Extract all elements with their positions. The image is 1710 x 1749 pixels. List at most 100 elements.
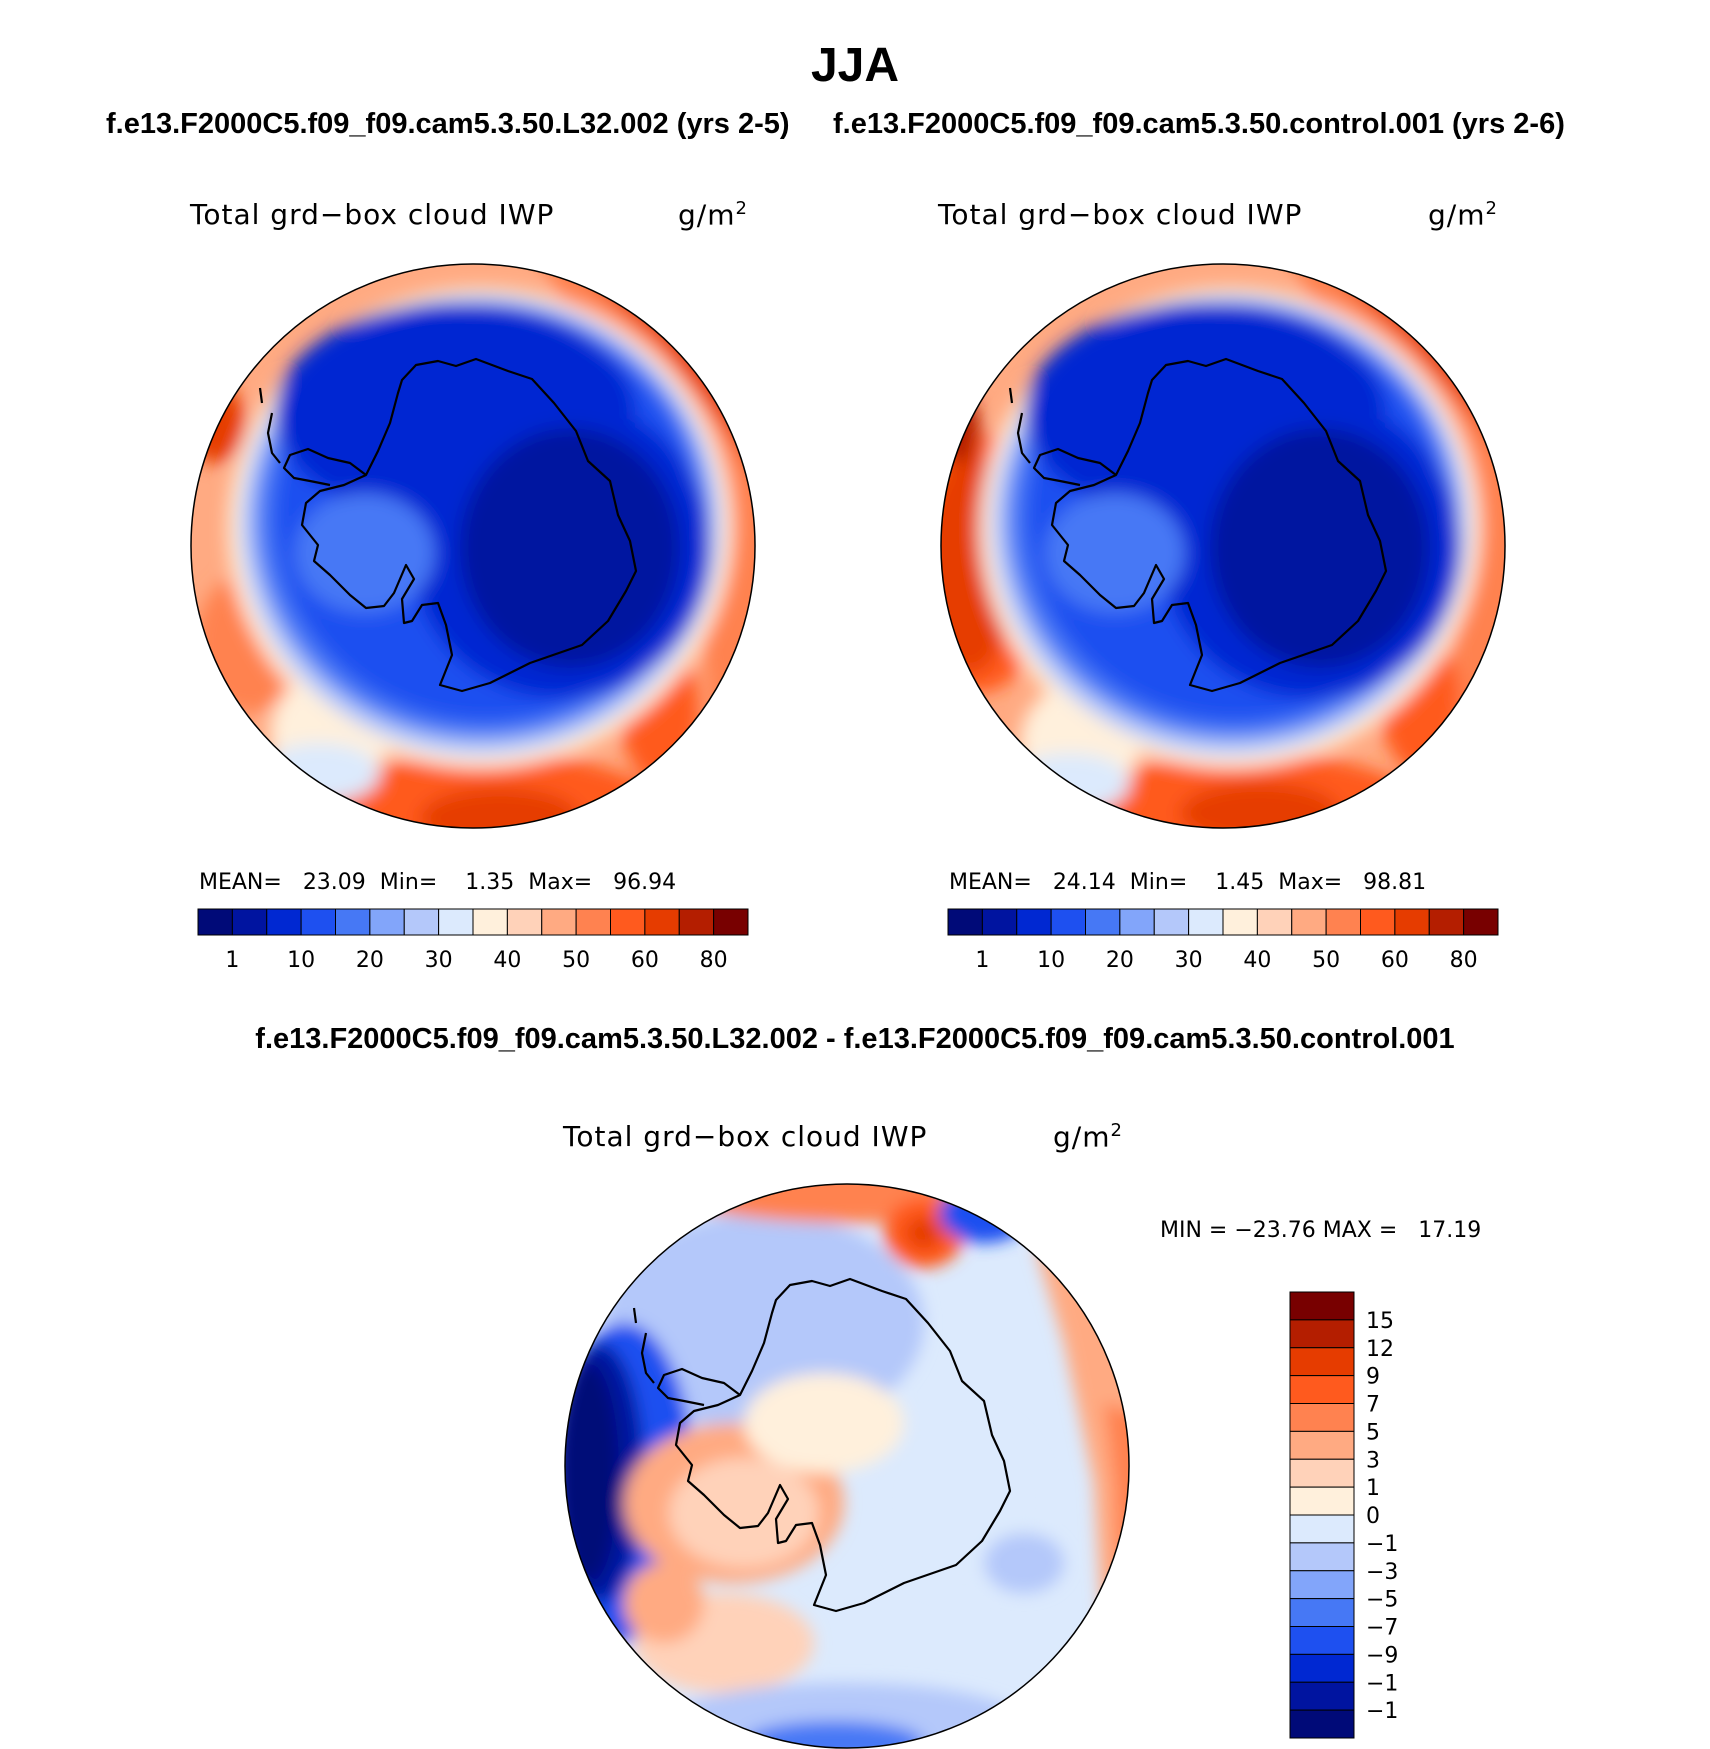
right-colorbar-box <box>1463 908 1499 936</box>
right-colorbar-box <box>1394 908 1430 936</box>
left-colorbar-box <box>713 908 749 936</box>
diff-colorbar-label: −1 <box>1366 1532 1398 1557</box>
diff-colorbar-label: 3 <box>1366 1448 1380 1473</box>
left-colorbar-box <box>644 908 680 936</box>
left-colorbar-box <box>472 908 508 936</box>
diff-colorbar-box <box>1289 1514 1355 1544</box>
right-case-title: f.e13.F2000C5.f09_f09.cam5.3.50.control.… <box>833 108 1565 140</box>
diff-map-field <box>565 1184 1129 1748</box>
diff-minmax: MIN = −23.76 MAX = 17.19 <box>1160 1218 1482 1243</box>
diff-colorbar-box <box>1289 1291 1355 1321</box>
diff-colorbar-box <box>1289 1347 1355 1377</box>
left-units-label: g/m2 <box>678 198 748 232</box>
right-colorbar-box <box>981 908 1018 936</box>
right-colorbar-box <box>1256 908 1293 936</box>
diff-colorbar-label: 0 <box>1366 1504 1380 1529</box>
left-colorbar-box <box>506 908 543 936</box>
right-colorbar-box <box>1085 908 1121 936</box>
left-colorbar-box <box>403 908 440 936</box>
diff-colorbar-label: −12 <box>1366 1671 1398 1696</box>
diff-colorbar-label: −15 <box>1366 1699 1398 1724</box>
left-colorbar-label: 80 <box>700 948 728 973</box>
right-colorbar-box <box>1050 908 1086 936</box>
diff-colorbar-box <box>1289 1681 1355 1711</box>
right-colorbar-box <box>1016 908 1052 936</box>
left-stats: MEAN= 23.09 Min= 1.35 Max= 96.94 <box>199 870 677 895</box>
diff-colorbar-label: 1 <box>1366 1476 1380 1501</box>
difference-title: f.e13.F2000C5.f09_f09.cam5.3.50.L32.002 … <box>255 1023 1455 1055</box>
left-colorbar-label: 20 <box>356 948 384 973</box>
diff-colorbar-box <box>1289 1403 1355 1432</box>
left-colorbar-box <box>231 908 268 936</box>
left-colorbar-label: 60 <box>631 948 659 973</box>
right-colorbar-box <box>1325 908 1361 936</box>
diff-colorbar-box <box>1289 1542 1355 1572</box>
diff-colorbar-label: 7 <box>1366 1393 1380 1418</box>
diff-colorbar-box <box>1289 1319 1355 1349</box>
left-colorbar-box <box>369 908 405 936</box>
left-colorbar-box <box>438 908 474 936</box>
left-colorbar-box <box>266 908 302 936</box>
left-variable-label: Total grd−box cloud IWP <box>190 198 555 231</box>
left-polar-map <box>190 263 756 829</box>
left-colorbar-box <box>610 908 646 936</box>
diff-colorbar-label: −3 <box>1366 1560 1398 1585</box>
figure-title: JJA <box>810 39 900 92</box>
diff-colorbar-box <box>1289 1709 1355 1739</box>
left-colorbar-label: 50 <box>562 948 590 973</box>
right-colorbar-box <box>1222 908 1258 936</box>
left-colorbar-label: 10 <box>287 948 315 973</box>
right-colorbar-label: 80 <box>1450 948 1478 973</box>
diff-colorbar-label: 5 <box>1366 1420 1380 1445</box>
left-colorbar-box <box>678 908 715 936</box>
right-colorbar-label: 50 <box>1312 948 1340 973</box>
right-map-field <box>941 264 1505 828</box>
diff-colorbar-box <box>1289 1375 1355 1404</box>
right-units-label: g/m2 <box>1428 198 1498 232</box>
diff-polar-map <box>564 1183 1130 1749</box>
left-case-title: f.e13.F2000C5.f09_f09.cam5.3.50.L32.002 … <box>106 108 790 140</box>
diff-colorbar-label: −7 <box>1366 1616 1398 1641</box>
right-variable-label: Total grd−box cloud IWP <box>938 198 1303 231</box>
diff-colorbar-box <box>1289 1626 1355 1655</box>
right-polar-map <box>940 263 1506 829</box>
diff-colorbar-box <box>1289 1458 1355 1488</box>
diff-colorbar-box <box>1289 1486 1355 1516</box>
right-colorbar-label: 30 <box>1175 948 1203 973</box>
diff-colorbar-label: 12 <box>1366 1337 1394 1362</box>
right-colorbar: 1 10 20 30 40 50 60 80 <box>947 908 1499 973</box>
right-colorbar-label: 40 <box>1243 948 1271 973</box>
right-colorbar-box <box>947 908 983 936</box>
left-colorbar-box <box>541 908 577 936</box>
diff-colorbar-label: 9 <box>1366 1365 1380 1390</box>
diff-colorbar-label: −9 <box>1366 1643 1398 1668</box>
right-colorbar-box <box>1428 908 1465 936</box>
right-colorbar-box <box>1188 908 1224 936</box>
diff-colorbar-box <box>1289 1653 1355 1683</box>
diff-colorbar-box <box>1289 1570 1355 1600</box>
left-colorbar-box <box>197 908 233 936</box>
right-stats: MEAN= 24.14 Min= 1.45 Max= 98.81 <box>949 870 1427 895</box>
left-colorbar-label: 1 <box>225 948 239 973</box>
diff-colorbar-label: 15 <box>1366 1309 1394 1334</box>
right-colorbar-box <box>1360 908 1396 936</box>
diff-colorbar-box <box>1289 1430 1355 1460</box>
diff-variable-label: Total grd−box cloud IWP <box>563 1120 928 1153</box>
diff-units-label: g/m2 <box>1053 1120 1123 1154</box>
right-colorbar-label: 20 <box>1106 948 1134 973</box>
left-map-field <box>191 264 755 828</box>
left-colorbar-box <box>335 908 371 936</box>
diff-colorbar-box <box>1289 1598 1355 1627</box>
right-colorbar-label: 1 <box>975 948 989 973</box>
right-colorbar-box <box>1153 908 1190 936</box>
right-colorbar-label: 60 <box>1381 948 1409 973</box>
diff-colorbar-label: −5 <box>1366 1588 1398 1613</box>
right-colorbar-box <box>1119 908 1155 936</box>
left-colorbar-box <box>575 908 611 936</box>
left-colorbar-box <box>300 908 336 936</box>
diff-colorbar: 15 12 9 75 3 1 0 −1 −3 −5 −7−9 −12 −15 <box>1289 1291 1398 1739</box>
left-colorbar-label: 30 <box>425 948 453 973</box>
left-colorbar: 1 10 20 30 40 50 60 80 <box>197 908 749 973</box>
right-colorbar-label: 10 <box>1037 948 1065 973</box>
left-colorbar-label: 40 <box>493 948 521 973</box>
